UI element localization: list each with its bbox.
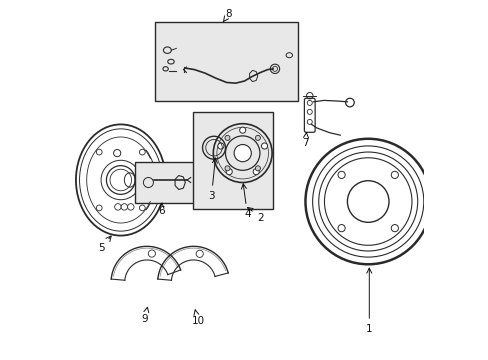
Circle shape	[390, 225, 398, 232]
Circle shape	[306, 120, 312, 125]
Circle shape	[113, 149, 121, 157]
FancyBboxPatch shape	[192, 112, 273, 209]
Circle shape	[139, 149, 145, 155]
Circle shape	[121, 204, 127, 210]
Circle shape	[226, 168, 232, 175]
Circle shape	[127, 204, 134, 210]
FancyBboxPatch shape	[155, 22, 298, 101]
Circle shape	[390, 171, 398, 179]
Circle shape	[224, 166, 229, 171]
Circle shape	[217, 143, 224, 149]
Text: 1: 1	[365, 268, 372, 334]
Circle shape	[337, 225, 345, 232]
Text: 8: 8	[223, 9, 232, 22]
Circle shape	[148, 250, 155, 257]
FancyBboxPatch shape	[135, 162, 194, 203]
Text: 6: 6	[158, 203, 164, 216]
Circle shape	[255, 135, 260, 140]
Circle shape	[115, 204, 121, 210]
Circle shape	[253, 168, 259, 175]
Circle shape	[337, 171, 345, 179]
Circle shape	[261, 143, 267, 149]
Circle shape	[139, 205, 145, 211]
Text: 3: 3	[208, 158, 217, 201]
Circle shape	[196, 250, 203, 257]
Circle shape	[96, 205, 102, 211]
Text: 10: 10	[191, 310, 204, 326]
Circle shape	[306, 109, 312, 114]
Circle shape	[96, 149, 102, 155]
Text: 4: 4	[241, 184, 250, 219]
Circle shape	[234, 144, 251, 162]
Text: 2: 2	[247, 207, 264, 222]
Circle shape	[255, 166, 260, 171]
Text: 9: 9	[141, 307, 148, 324]
Circle shape	[239, 127, 245, 133]
Text: 5: 5	[98, 236, 111, 253]
Circle shape	[306, 100, 312, 105]
Text: 7: 7	[302, 132, 308, 148]
Circle shape	[224, 135, 229, 140]
